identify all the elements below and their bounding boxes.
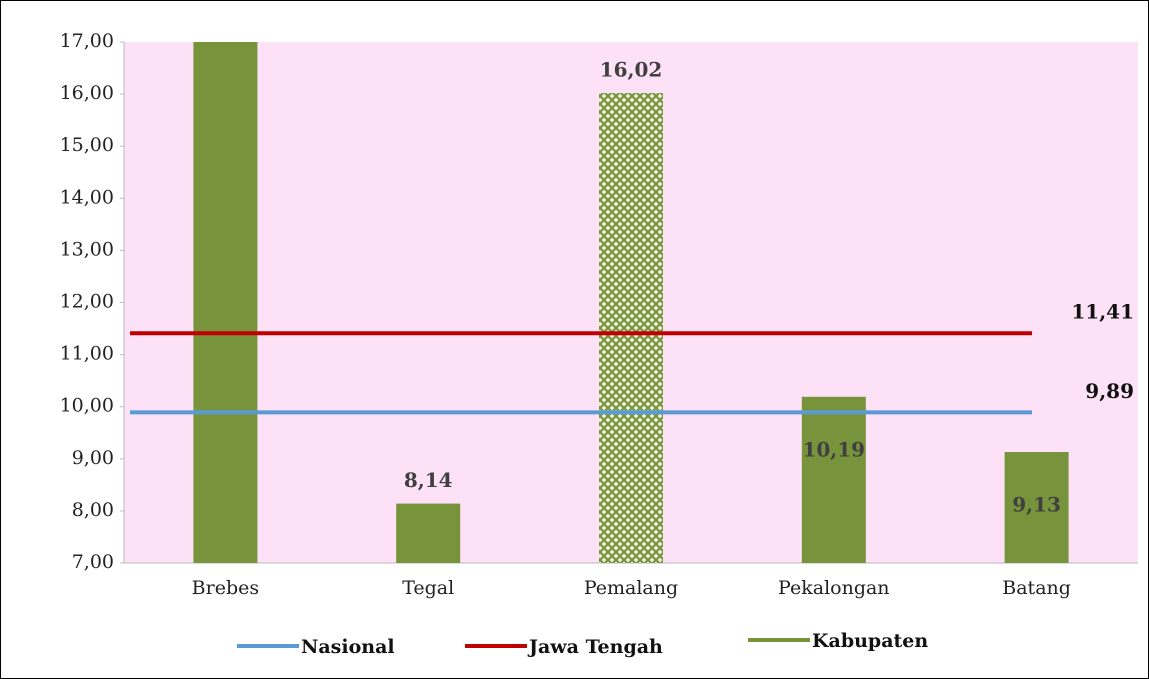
y-tick-label: 7,00	[72, 551, 114, 573]
bar	[801, 396, 866, 563]
reference-label: 11,41	[1071, 300, 1134, 324]
x-tick-label: Tegal	[402, 577, 454, 599]
y-tick-label: 13,00	[60, 238, 114, 260]
bar	[396, 503, 461, 563]
y-tick-label: 14,00	[60, 186, 114, 208]
y-tick-label: 12,00	[60, 291, 114, 313]
reference-label: 9,89	[1085, 379, 1134, 403]
y-tick-label: 9,00	[72, 447, 114, 469]
y-tick-label: 10,00	[60, 395, 114, 417]
bars	[193, 42, 1069, 563]
y-tick-label: 16,00	[60, 82, 114, 104]
y-tick-label: 11,00	[60, 343, 114, 365]
x-tick-label: Pemalang	[584, 577, 678, 599]
value-label: 10,19	[802, 437, 865, 461]
y-tick-label: 15,00	[60, 134, 114, 156]
value-label: 9,13	[1012, 493, 1061, 517]
legend-label: Nasional	[301, 636, 395, 658]
legend-label: Jawa Tengah	[527, 636, 663, 658]
value-label: 8,14	[404, 468, 453, 492]
bar	[193, 42, 258, 563]
bar	[1004, 452, 1069, 563]
value-label: 16,02	[600, 58, 663, 82]
y-tick-label: 8,00	[72, 499, 114, 521]
bar	[599, 93, 663, 563]
legend-label: Kabupaten	[812, 630, 928, 652]
x-tick-label: Brebes	[192, 577, 259, 599]
x-tick-label: Batang	[1002, 577, 1071, 599]
y-tick-label: 17,00	[60, 30, 114, 52]
x-tick-label: Pekalongan	[778, 577, 890, 599]
